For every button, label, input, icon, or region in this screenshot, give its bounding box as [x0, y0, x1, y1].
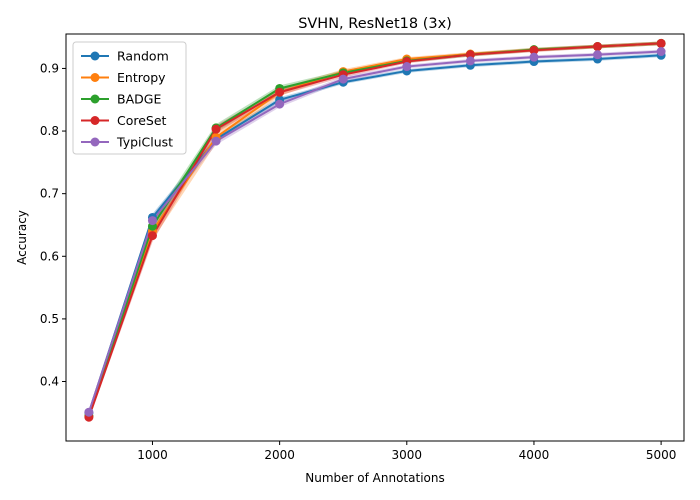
- point-typiclust: [529, 52, 539, 62]
- y-tick-label: 0.5: [40, 312, 59, 326]
- point-typiclust: [402, 62, 412, 72]
- point-typiclust: [593, 50, 603, 60]
- legend-label-badge: BADGE: [117, 92, 161, 107]
- point-coreset: [656, 38, 666, 48]
- chart-title: SVHN, ResNet18 (3x): [298, 16, 452, 32]
- y-tick-label: 0.6: [40, 249, 59, 263]
- plot-frame: [65, 33, 685, 442]
- y-axis-label: Accuracy: [15, 210, 29, 265]
- point-typiclust: [84, 407, 94, 417]
- point-typiclust: [275, 99, 285, 109]
- y-tick-label: 0.8: [40, 124, 59, 138]
- point-typiclust: [465, 56, 475, 66]
- x-axis-label: Number of Annotations: [305, 471, 444, 485]
- point-coreset: [275, 87, 285, 97]
- point-coreset: [211, 124, 221, 134]
- point-coreset: [465, 50, 475, 60]
- legend-marker-entropy: [90, 73, 100, 82]
- legend: Random Entropy BADGE CoreSet TypiClust: [72, 41, 187, 155]
- point-typiclust: [338, 74, 348, 84]
- x-tick-label: 4000: [519, 448, 550, 462]
- point-typiclust: [147, 216, 157, 226]
- x-tick-label: 2000: [264, 448, 295, 462]
- y-tick-label: 0.4: [40, 375, 59, 389]
- point-typiclust: [211, 136, 221, 146]
- legend-marker-badge: [90, 94, 100, 104]
- x-tick-label: 5000: [646, 448, 677, 462]
- series-lines: [87, 42, 662, 418]
- y-tick-label: 0.7: [40, 187, 59, 201]
- legend-marker-typiclust: [90, 137, 100, 147]
- point-coreset: [529, 45, 539, 55]
- point-typiclust: [656, 47, 666, 57]
- point-coreset: [147, 231, 157, 241]
- x-axis-ticks: 1000 2000 3000 4000 5000: [137, 441, 676, 462]
- x-tick-label: 3000: [392, 448, 423, 462]
- series-points: [84, 38, 666, 422]
- legend-label-typiclust: TypiClust: [116, 135, 173, 150]
- legend-label-coreset: CoreSet: [117, 113, 167, 128]
- legend-box: [72, 41, 187, 155]
- legend-label-entropy: Entropy: [117, 70, 166, 85]
- line-typiclust: [87, 50, 662, 413]
- x-tick-label: 1000: [137, 448, 168, 462]
- legend-marker-random: [90, 51, 100, 61]
- point-coreset: [593, 42, 603, 52]
- y-axis-ticks: 0.4 0.5 0.6 0.7 0.8 0.9: [40, 61, 66, 389]
- y-tick-label: 0.9: [40, 61, 59, 75]
- legend-label-random: Random: [117, 49, 169, 64]
- legend-marker-coreset: [90, 116, 100, 125]
